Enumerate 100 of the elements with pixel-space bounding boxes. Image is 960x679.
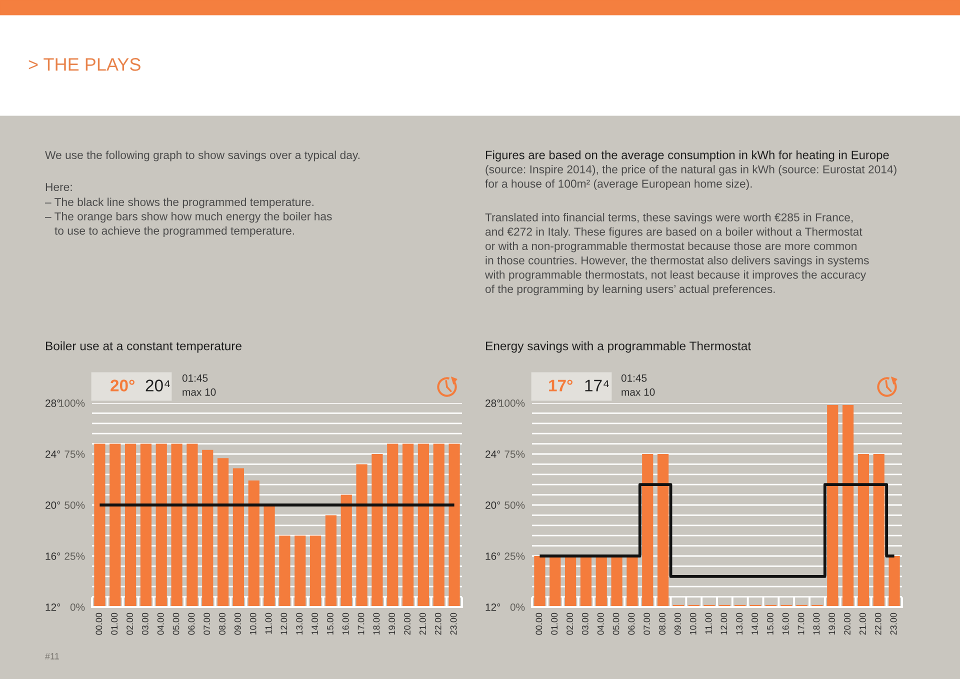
x-tick-label: 05.00 bbox=[172, 612, 180, 635]
y2-tick-label: 20° bbox=[46, 502, 60, 509]
x-tick-label: 12.00 bbox=[280, 612, 288, 634]
x-tick-label: 18.00 bbox=[373, 612, 380, 634]
y-tick-label: 75% bbox=[504, 450, 525, 458]
bar bbox=[550, 556, 561, 607]
bar bbox=[279, 536, 290, 607]
bar bbox=[356, 464, 368, 607]
x-tick-label: 04.00 bbox=[597, 612, 604, 635]
x-tick-label: 19.00 bbox=[388, 612, 396, 634]
text: We use the following graph to show savings over a typical day. bbox=[45, 150, 360, 162]
x-tick-label: 07.00 bbox=[204, 612, 210, 635]
x-tick-label: 14.00 bbox=[752, 612, 758, 634]
x-tick-label: 01.00 bbox=[111, 612, 118, 635]
y2-tick-label: 24° bbox=[486, 450, 500, 458]
y-tick-label: 75% bbox=[64, 450, 85, 458]
bar bbox=[626, 556, 638, 607]
x-tick-label: 17.00 bbox=[358, 612, 364, 634]
bar bbox=[232, 468, 244, 607]
x-tick-label: 11.00 bbox=[265, 612, 272, 634]
text: Here: bbox=[46, 183, 72, 192]
text: 20° bbox=[110, 380, 134, 392]
bar bbox=[248, 480, 260, 607]
bar bbox=[124, 444, 136, 607]
text: – The orange bars show how much energy the boiler has to use to achieve the programmed temperature. bbox=[45, 212, 332, 237]
y2-tick-label: 20° bbox=[486, 502, 500, 509]
x-tick-label: 10.00 bbox=[250, 612, 256, 634]
x-tick-label: 23.00 bbox=[890, 612, 897, 635]
bar bbox=[217, 458, 229, 607]
y2-tick-label: 28° bbox=[46, 400, 60, 407]
bar bbox=[294, 536, 306, 607]
text: 01:45 bbox=[182, 374, 208, 382]
x-tick-label: 02.00 bbox=[126, 612, 133, 635]
bar bbox=[657, 454, 669, 607]
x-tick-label: 15.00 bbox=[766, 612, 774, 634]
y-tick-label: 25% bbox=[504, 552, 525, 560]
y2-tick-label: 16° bbox=[46, 552, 60, 560]
x-tick-label: 00.00 bbox=[96, 612, 102, 635]
bar bbox=[888, 556, 900, 607]
y-tick-label: 25% bbox=[64, 552, 85, 560]
x-tick-label: 20.00 bbox=[844, 612, 850, 635]
x-tick-label: 09.00 bbox=[674, 612, 681, 635]
bar bbox=[433, 444, 444, 607]
y-tick-label: 50% bbox=[64, 502, 85, 509]
chart-title: Energy savings with a programmable Thermostat bbox=[486, 341, 751, 353]
x-tick-label: 03.00 bbox=[582, 612, 588, 635]
bar bbox=[264, 505, 275, 607]
bar bbox=[171, 444, 182, 607]
x-tick-label: 22.00 bbox=[874, 612, 882, 635]
x-tick-label: 08.00 bbox=[659, 612, 666, 635]
x-tick-label: 11.00 bbox=[705, 612, 712, 634]
x-tick-label: 22.00 bbox=[434, 612, 442, 635]
x-tick-label: 07.00 bbox=[644, 612, 650, 635]
x-tick-label: 08.00 bbox=[219, 612, 226, 635]
text: Translated into financial terms, these savings were worth €285 in France, and €272 in Italy. These figures are based on a boiler without a Thermostat or with a non-programmable thermostat because those are more common in those countries. However, the thermostat also delivers savings in systems with programmable thermostats, not least because it improves the accuracy of the programming by learning users’ actual preferences. bbox=[484, 213, 869, 296]
text: 20⁴ bbox=[146, 380, 170, 392]
y2-tick-label: 16° bbox=[486, 552, 500, 560]
x-tick-label: 03.00 bbox=[142, 612, 148, 635]
bar bbox=[642, 454, 654, 607]
bar bbox=[186, 444, 198, 607]
x-tick-label: 21.00 bbox=[859, 612, 866, 635]
x-tick-label: 19.00 bbox=[828, 612, 836, 634]
text: max 10 bbox=[182, 388, 216, 396]
bar bbox=[325, 515, 337, 607]
bar bbox=[611, 556, 622, 607]
x-tick-label: 20.00 bbox=[404, 612, 410, 635]
bar bbox=[580, 556, 592, 607]
bar bbox=[534, 556, 546, 607]
x-tick-label: 17.00 bbox=[798, 612, 804, 634]
bar bbox=[156, 444, 167, 607]
bar bbox=[387, 444, 398, 607]
x-tick-label: 02.00 bbox=[566, 612, 573, 635]
x-tick-label: 21.00 bbox=[419, 612, 426, 635]
x-tick-label: 15.00 bbox=[326, 612, 334, 634]
y-tick-label: 100% bbox=[59, 400, 85, 407]
x-tick-label: 16.00 bbox=[342, 612, 349, 634]
x-tick-label: 12.00 bbox=[720, 612, 728, 634]
x-tick-label: 16.00 bbox=[782, 612, 789, 634]
x-tick-label: 09.00 bbox=[234, 612, 241, 635]
bar bbox=[94, 444, 106, 607]
x-tick-label: 00.00 bbox=[536, 612, 542, 635]
x-tick-label: 04.00 bbox=[157, 612, 164, 635]
bar bbox=[596, 556, 607, 607]
bar bbox=[140, 444, 152, 607]
text: (source: Inspire 2014), the price of the natural gas in kWh (source: Eurostat 2014) for a house of 100m² (average European home size). bbox=[485, 165, 896, 190]
text: 17° bbox=[549, 380, 572, 392]
bar bbox=[310, 536, 322, 607]
y-tick-label: 0% bbox=[70, 604, 85, 611]
y2-tick-label: 28° bbox=[486, 400, 500, 407]
bar bbox=[402, 444, 414, 607]
x-tick-label: 13.00 bbox=[736, 612, 743, 634]
text: max 10 bbox=[622, 388, 655, 396]
bar bbox=[842, 405, 854, 607]
bar bbox=[340, 494, 352, 607]
bar bbox=[110, 444, 121, 607]
x-tick-label: 18.00 bbox=[813, 612, 820, 634]
y2-tick-label: 12° bbox=[486, 604, 500, 611]
y-tick-label: 0% bbox=[510, 604, 525, 611]
x-tick-label: 01.00 bbox=[551, 612, 558, 635]
text: > THE PLAYS bbox=[28, 58, 140, 71]
